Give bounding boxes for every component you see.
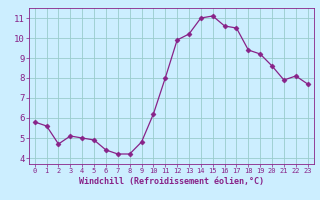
X-axis label: Windchill (Refroidissement éolien,°C): Windchill (Refroidissement éolien,°C): [79, 177, 264, 186]
